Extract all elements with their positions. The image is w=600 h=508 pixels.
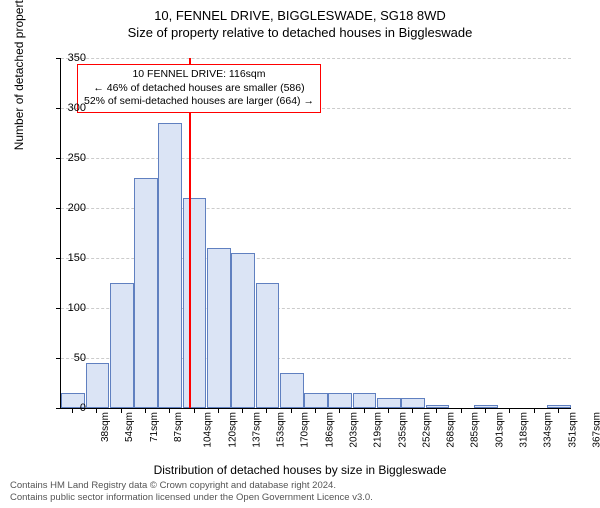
histogram-bar — [110, 283, 134, 408]
histogram-bar — [207, 248, 231, 408]
histogram-bar — [134, 178, 158, 408]
annotation-box: 10 FENNEL DRIVE: 116sqm ← 46% of detache… — [77, 64, 321, 113]
x-tick-label: 285sqm — [470, 412, 481, 448]
y-tick-label: 350 — [46, 52, 86, 64]
footer: Contains HM Land Registry data © Crown c… — [10, 480, 373, 504]
x-tick-mark — [509, 408, 510, 413]
histogram-bar — [231, 253, 255, 408]
x-tick-label: 203sqm — [349, 412, 360, 448]
y-tick-label: 200 — [46, 202, 86, 214]
annotation-line3: 52% of semi-detached houses are larger (… — [84, 95, 314, 109]
y-axis-label: Number of detached properties — [12, 0, 26, 150]
x-tick-label: 219sqm — [373, 412, 384, 448]
x-tick-mark — [412, 408, 413, 413]
y-tick-label: 0 — [46, 402, 86, 414]
histogram-bar — [256, 283, 280, 408]
x-tick-mark — [169, 408, 170, 413]
x-tick-label: 170sqm — [300, 412, 311, 448]
x-axis-label: Distribution of detached houses by size … — [0, 463, 600, 477]
histogram-bar — [353, 393, 377, 408]
x-tick-mark — [96, 408, 97, 413]
x-tick-label: 186sqm — [324, 412, 335, 448]
x-tick-label: 268sqm — [446, 412, 457, 448]
x-tick-label: 54sqm — [124, 412, 135, 442]
x-tick-mark — [121, 408, 122, 413]
x-tick-label: 38sqm — [100, 412, 111, 442]
histogram-bar — [158, 123, 182, 408]
histogram-bar — [377, 398, 401, 408]
y-tick-label: 250 — [46, 152, 86, 164]
x-tick-label: 104sqm — [203, 412, 214, 448]
x-tick-mark — [72, 408, 73, 413]
x-tick-label: 318sqm — [519, 412, 530, 448]
x-tick-mark — [218, 408, 219, 413]
x-tick-label: 301sqm — [494, 412, 505, 448]
x-tick-mark — [315, 408, 316, 413]
x-tick-mark — [388, 408, 389, 413]
x-tick-label: 87sqm — [173, 412, 184, 442]
x-tick-mark — [242, 408, 243, 413]
grid-line — [61, 158, 571, 159]
y-tick-label: 50 — [46, 352, 86, 364]
y-tick-label: 300 — [46, 102, 86, 114]
x-tick-mark — [436, 408, 437, 413]
x-tick-mark — [485, 408, 486, 413]
title-main: 10, FENNEL DRIVE, BIGGLESWADE, SG18 8WD — [0, 8, 600, 23]
x-tick-mark — [364, 408, 365, 413]
x-tick-mark — [339, 408, 340, 413]
x-tick-label: 71sqm — [149, 412, 160, 442]
x-tick-mark — [291, 408, 292, 413]
chart-plot-area: 10 FENNEL DRIVE: 116sqm ← 46% of detache… — [60, 58, 571, 409]
histogram-bar — [304, 393, 328, 408]
x-tick-mark — [266, 408, 267, 413]
x-tick-label: 120sqm — [227, 412, 238, 448]
histogram-bar — [547, 405, 571, 408]
histogram-bar — [280, 373, 304, 408]
chart-container: 10, FENNEL DRIVE, BIGGLESWADE, SG18 8WD … — [0, 8, 600, 508]
x-tick-mark — [461, 408, 462, 413]
annotation-line1: 10 FENNEL DRIVE: 116sqm — [84, 68, 314, 82]
x-tick-mark — [194, 408, 195, 413]
grid-line — [61, 58, 571, 59]
histogram-bar — [401, 398, 425, 408]
x-tick-label: 334sqm — [543, 412, 554, 448]
annotation-line2: ← 46% of detached houses are smaller (58… — [84, 82, 314, 96]
x-tick-label: 252sqm — [421, 412, 432, 448]
histogram-bar — [86, 363, 110, 408]
y-tick-label: 100 — [46, 302, 86, 314]
x-tick-label: 235sqm — [397, 412, 408, 448]
footer-line1: Contains HM Land Registry data © Crown c… — [10, 480, 373, 492]
x-tick-mark — [558, 408, 559, 413]
y-tick-label: 150 — [46, 252, 86, 264]
x-tick-label: 367sqm — [591, 412, 600, 448]
x-tick-label: 137sqm — [251, 412, 262, 448]
histogram-bar — [183, 198, 207, 408]
histogram-bar — [328, 393, 352, 408]
x-tick-label: 351sqm — [567, 412, 578, 448]
x-tick-mark — [534, 408, 535, 413]
x-tick-mark — [145, 408, 146, 413]
footer-line2: Contains public sector information licen… — [10, 492, 373, 504]
x-tick-label: 153sqm — [276, 412, 287, 448]
title-sub: Size of property relative to detached ho… — [0, 25, 600, 40]
